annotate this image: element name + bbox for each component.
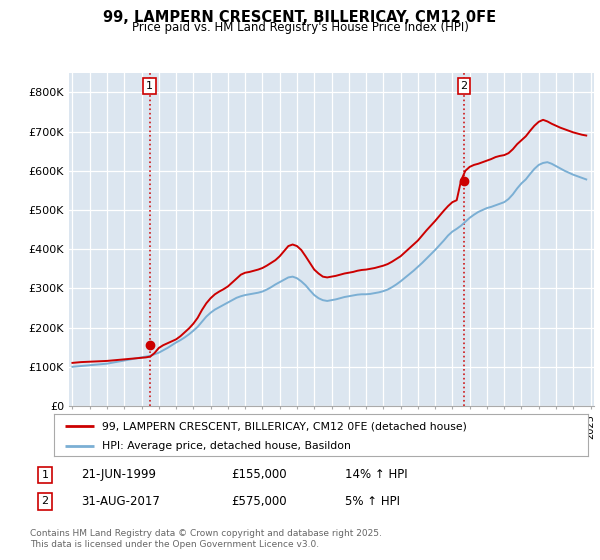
Text: 31-AUG-2017: 31-AUG-2017 xyxy=(81,494,160,508)
Text: 99, LAMPERN CRESCENT, BILLERICAY, CM12 0FE: 99, LAMPERN CRESCENT, BILLERICAY, CM12 0… xyxy=(103,10,497,25)
Text: 99, LAMPERN CRESCENT, BILLERICAY, CM12 0FE (detached house): 99, LAMPERN CRESCENT, BILLERICAY, CM12 0… xyxy=(102,421,467,431)
Text: 2: 2 xyxy=(460,81,467,91)
Text: Contains HM Land Registry data © Crown copyright and database right 2025.
This d: Contains HM Land Registry data © Crown c… xyxy=(30,529,382,549)
Text: 2: 2 xyxy=(41,496,49,506)
Text: 21-JUN-1999: 21-JUN-1999 xyxy=(81,468,156,482)
Text: 1: 1 xyxy=(146,81,153,91)
Text: £575,000: £575,000 xyxy=(231,494,287,508)
Text: 5% ↑ HPI: 5% ↑ HPI xyxy=(345,494,400,508)
Text: 14% ↑ HPI: 14% ↑ HPI xyxy=(345,468,407,482)
Text: £155,000: £155,000 xyxy=(231,468,287,482)
Text: Price paid vs. HM Land Registry's House Price Index (HPI): Price paid vs. HM Land Registry's House … xyxy=(131,21,469,34)
Text: 1: 1 xyxy=(41,470,49,480)
Text: HPI: Average price, detached house, Basildon: HPI: Average price, detached house, Basi… xyxy=(102,441,351,451)
